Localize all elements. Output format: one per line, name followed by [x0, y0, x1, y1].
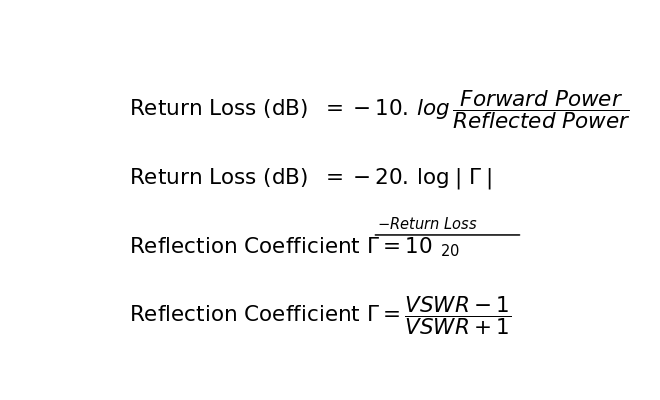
Text: Return Loss (dB)  $= -10.\,\mathit{log}\,\dfrac{\mathit{Forward\ Power}}{\mathit: Return Loss (dB) $= -10.\,\mathit{log}\,…: [129, 88, 630, 131]
Text: $\mathit{-Return\ Loss}$: $\mathit{-Return\ Loss}$: [377, 216, 477, 232]
Text: Reflection Coefficient $\Gamma = \dfrac{\mathit{VSWR - 1}}{\mathit{VSWR + 1}}$: Reflection Coefficient $\Gamma = \dfrac{…: [129, 294, 511, 337]
Text: Return Loss (dB)  $= -20.\,\mathrm{log}\;|\;\Gamma\;|$: Return Loss (dB) $= -20.\,\mathrm{log}\;…: [129, 166, 492, 192]
Text: Reflection Coefficient $\Gamma = 10$: Reflection Coefficient $\Gamma = 10$: [129, 237, 432, 257]
Text: $20$: $20$: [440, 243, 459, 259]
